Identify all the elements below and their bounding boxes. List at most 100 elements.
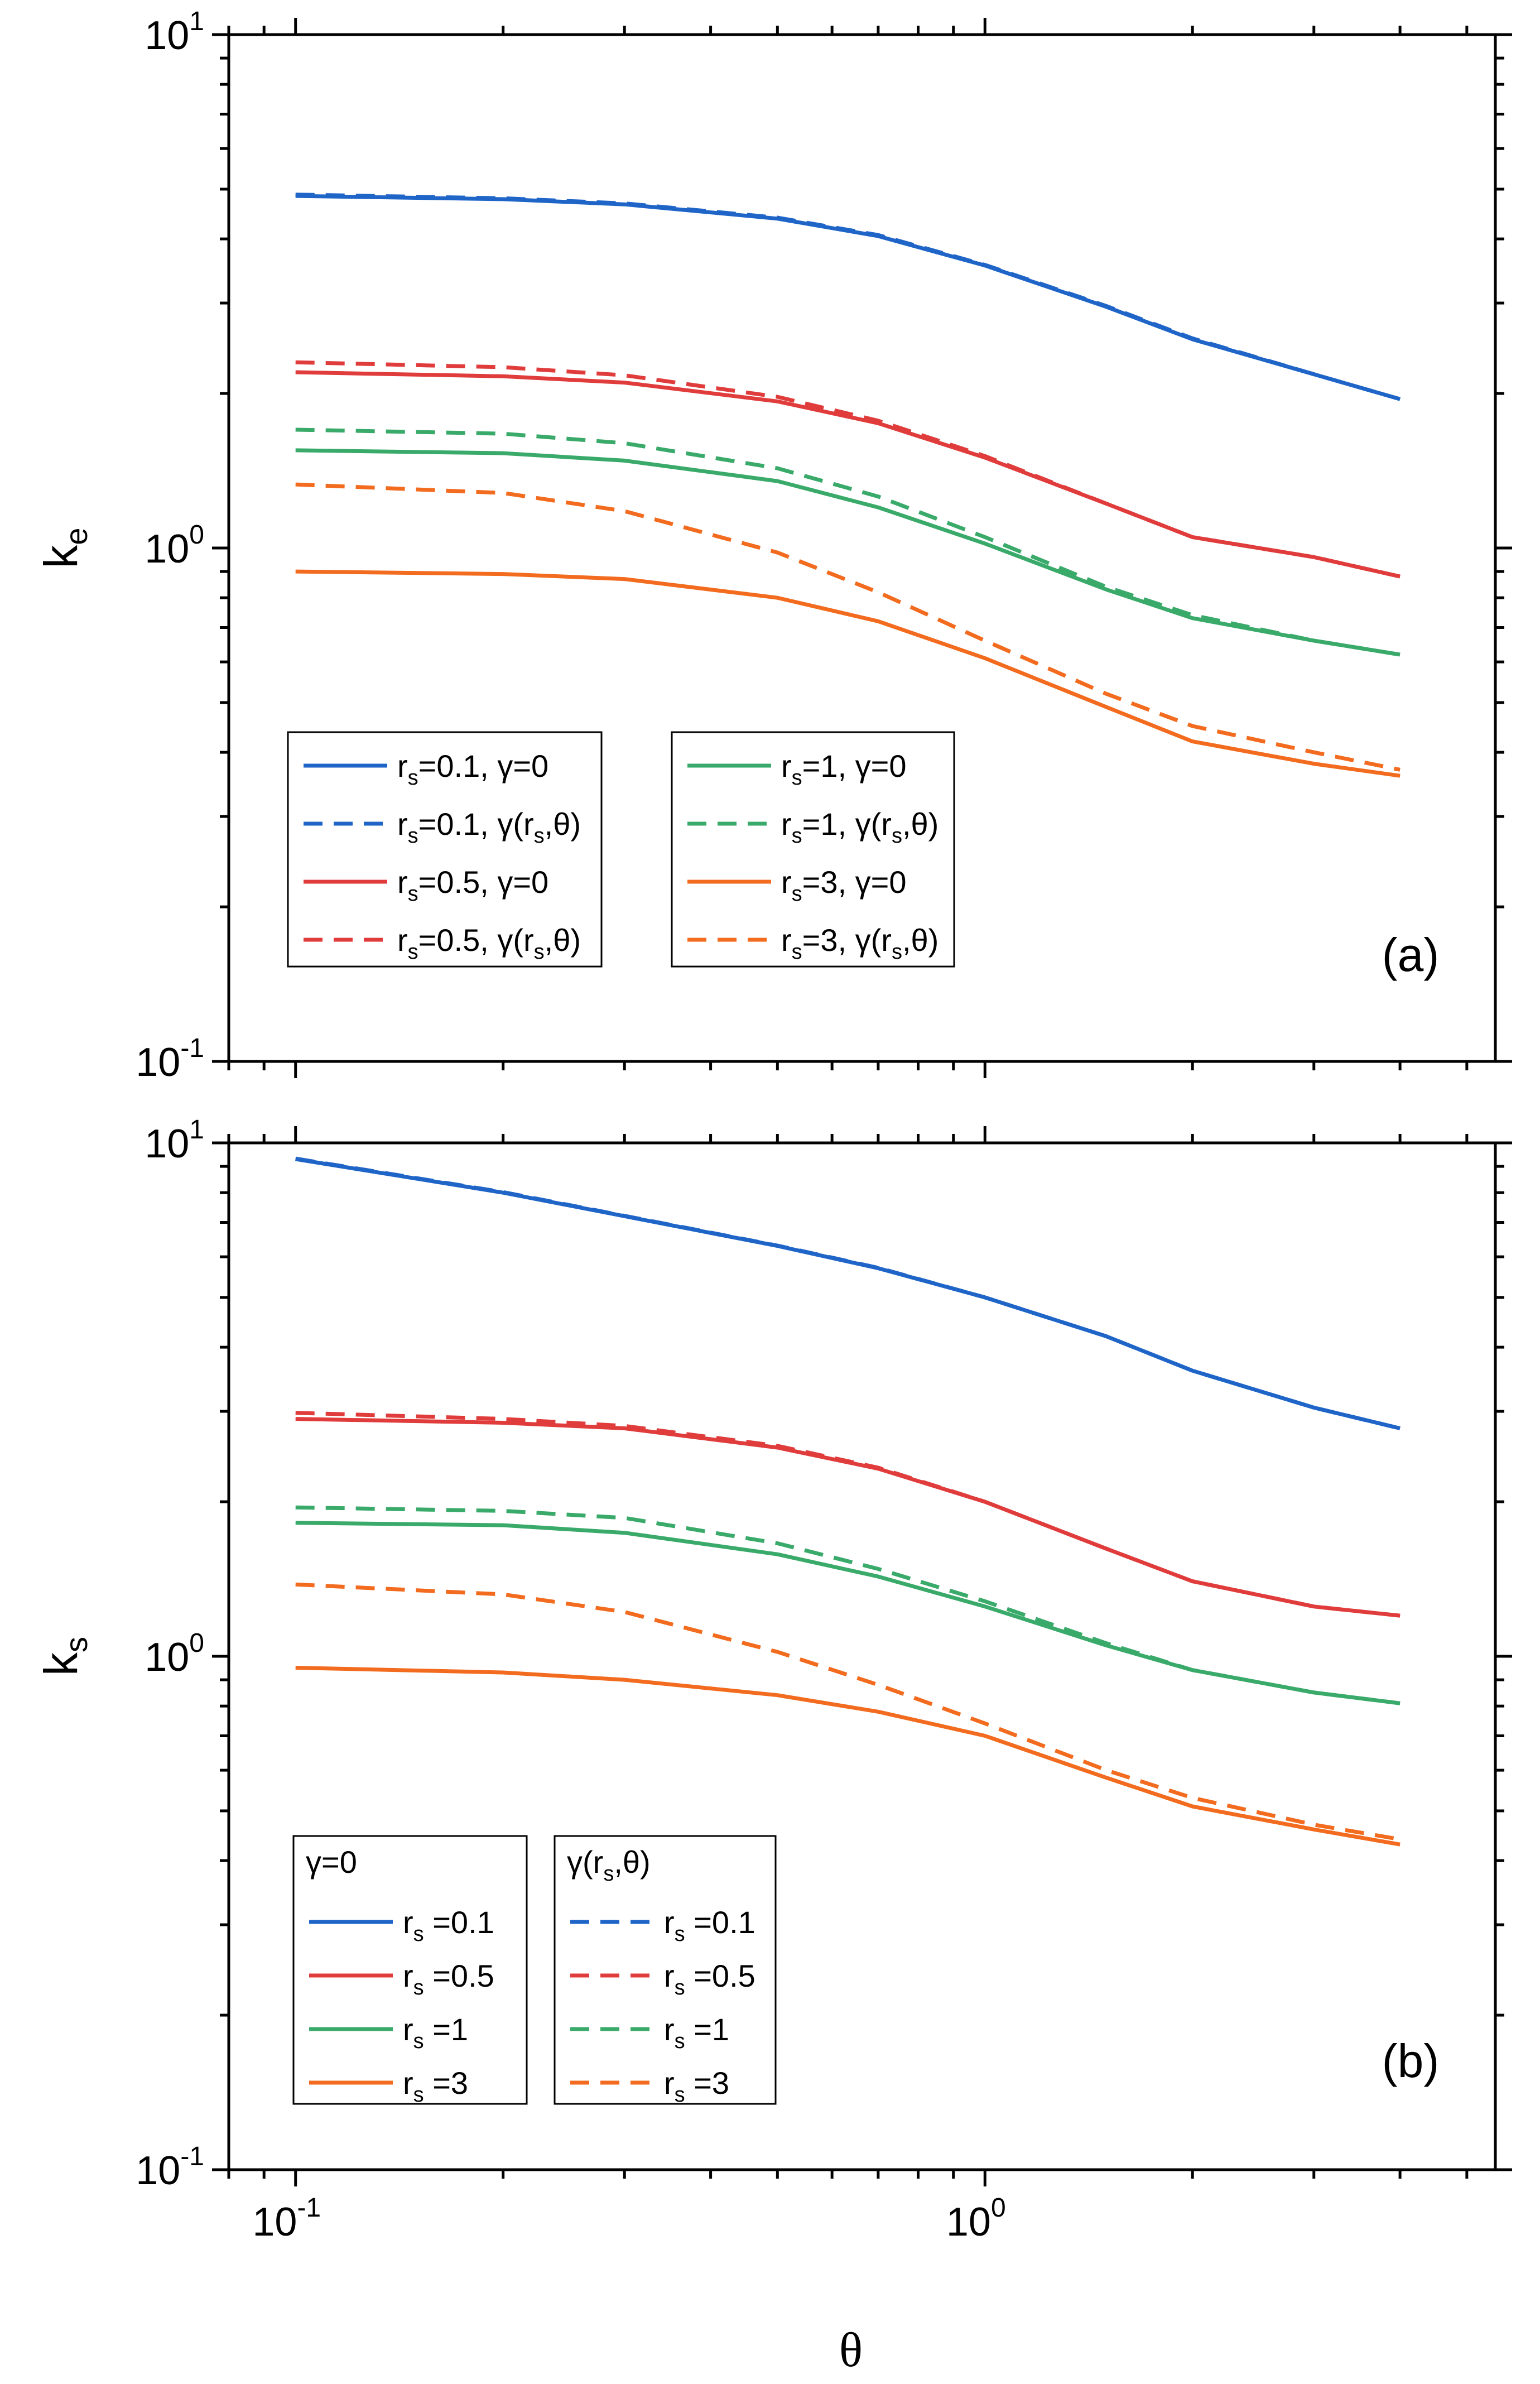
series-line-rs-1-dashed (295, 427, 1401, 657)
y-tick-label: 10-1 (136, 1034, 204, 1085)
legend-subscript: s (675, 2030, 685, 2053)
tick-base: 10 (136, 1040, 180, 1085)
legend-entry-label: rs =1 (664, 2012, 729, 2053)
tick-base: 10 (145, 527, 189, 571)
legend-subscript: s (792, 766, 802, 790)
legend-run: r (523, 806, 534, 842)
legend-entry-label: rs =0.5 (664, 1958, 755, 2000)
panel-label: (b) (1382, 2035, 1440, 2087)
legend-frame (554, 1835, 777, 2105)
series-line-rs-3-solid (295, 1666, 1401, 1847)
legend-subscript: s (892, 940, 902, 964)
legend-entry-label: rs=0.5, γ=0 (397, 864, 548, 906)
legend-run: ,θ) (545, 922, 581, 958)
x-tick-label: 10-1 (252, 2193, 321, 2244)
legend-run: =0.5, γ=0 (418, 864, 549, 900)
y-tick-label: 10-1 (136, 2142, 204, 2193)
legend-run: r (397, 748, 408, 784)
y-axis-label: ke (35, 527, 94, 568)
legend-run: =3 (685, 2065, 729, 2101)
tick-base: 10 (252, 2200, 297, 2244)
legend-run: =0.1 (685, 1905, 755, 1940)
series-line-rs-0.5-dashed (295, 360, 1401, 579)
legend-subscript: s (413, 2030, 424, 2053)
tick-exponent: -1 (297, 2193, 321, 2223)
plot-frame (227, 33, 1497, 1063)
tick-exponent: 0 (991, 2193, 1006, 2223)
legend-entry-label: rs=3, γ(rs,θ) (781, 922, 939, 964)
legend-run: r (664, 2012, 675, 2047)
legend-run: r (397, 922, 408, 958)
legend-entry-label: rs=0.1, γ(rs,θ) (397, 806, 581, 848)
legend-run: r (781, 922, 792, 958)
series-line-rs-3-dashed (295, 1582, 1401, 1842)
y-tick-label: 100 (145, 520, 204, 571)
legend-run: =1, γ( (802, 806, 882, 842)
series-line-rs-0.1-solid (295, 1157, 1401, 1430)
tick-base: 10 (145, 1635, 189, 1680)
tick-exponent: 0 (189, 520, 204, 550)
series-line-rs-0.5-dashed (295, 1411, 1401, 1618)
legend-run: =3 (424, 2065, 468, 2101)
tick-base: 10 (946, 2200, 991, 2244)
legend-title: γ=0 (306, 1844, 357, 1880)
legend-subscript: s (675, 1922, 685, 1946)
tick-base: 10 (136, 2149, 180, 2193)
legend-subscript: s (408, 940, 418, 964)
tick-base: 10 (145, 13, 189, 58)
legend-run: r (523, 922, 534, 958)
legend-run: =1, γ=0 (802, 748, 907, 784)
tick-exponent: 1 (189, 7, 204, 36)
legend-subscript: s (675, 1976, 685, 2000)
legend-subscript: s (892, 824, 902, 848)
legend-entry-label: rs=0.5, γ(rs,θ) (397, 922, 581, 964)
legend-box: rs=1, γ=0rs=1, γ(rs,θ)rs=3, γ=0rs=3, γ(r… (671, 731, 955, 968)
legend-entry-label: rs=0.1, γ=0 (397, 748, 548, 790)
y-axis-label: ks (35, 1637, 94, 1676)
legend-title-subscript: s (603, 1862, 614, 1886)
legend-subscript: s (413, 1976, 424, 2000)
legend-run: ,θ) (545, 806, 581, 842)
legend-title-run: r (593, 1844, 604, 1880)
series-line-rs-0.5-solid (295, 1417, 1401, 1618)
legend-subscript: s (408, 766, 418, 790)
panel-label: (a) (1382, 929, 1440, 981)
legend-subscript: s (534, 940, 545, 964)
legend-title-run: γ( (567, 1844, 593, 1880)
tick-base: 10 (145, 1122, 189, 1166)
series-line-rs-1-solid (295, 448, 1401, 657)
series-line-rs-1-solid (295, 1521, 1401, 1705)
x-tick-label: 100 (946, 2193, 1006, 2244)
legend-run: =0.5 (424, 1958, 494, 1993)
legend-title-run: ,θ) (614, 1844, 650, 1880)
ylabel-subscript: e (59, 527, 94, 545)
legend-run: r (664, 1905, 675, 1940)
legend-run: =3, γ( (802, 922, 882, 958)
legend-box: rs=0.1, γ=0rs=0.1, γ(rs,θ)rs=0.5, γ=0rs=… (287, 731, 603, 968)
ylabel-subscript: s (59, 1637, 94, 1652)
legend-run: r (403, 1958, 413, 1993)
legend-run: r (403, 1905, 413, 1940)
legend-run: r (403, 2012, 413, 2047)
legend-entry-label: rs=1, γ(rs,θ) (781, 806, 939, 848)
legend-subscript: s (413, 2083, 424, 2107)
legend-run: r (781, 748, 792, 784)
tick-exponent: -1 (180, 2142, 204, 2171)
legend-run: r (881, 806, 892, 842)
legend-run: ,θ) (902, 922, 939, 958)
legend-run: r (664, 1958, 675, 1993)
series-line-rs-3-dashed (295, 482, 1401, 772)
legend-subscript: s (675, 2083, 685, 2107)
legend-run: =0.1, γ( (418, 806, 524, 842)
series-line-rs-0.1-solid (295, 194, 1401, 401)
series-line-rs-0.1-dashed (295, 193, 1401, 401)
legend-frame (287, 731, 603, 968)
legend-run: =0.1, γ=0 (418, 748, 549, 784)
legend-entry-label: rs =3 (403, 2065, 468, 2107)
legend-run: =0.5 (685, 1958, 755, 1993)
plot-frame (227, 1141, 1497, 2171)
legend-run: r (397, 806, 408, 842)
series-line-rs-0.1-dashed (295, 1156, 1401, 1430)
